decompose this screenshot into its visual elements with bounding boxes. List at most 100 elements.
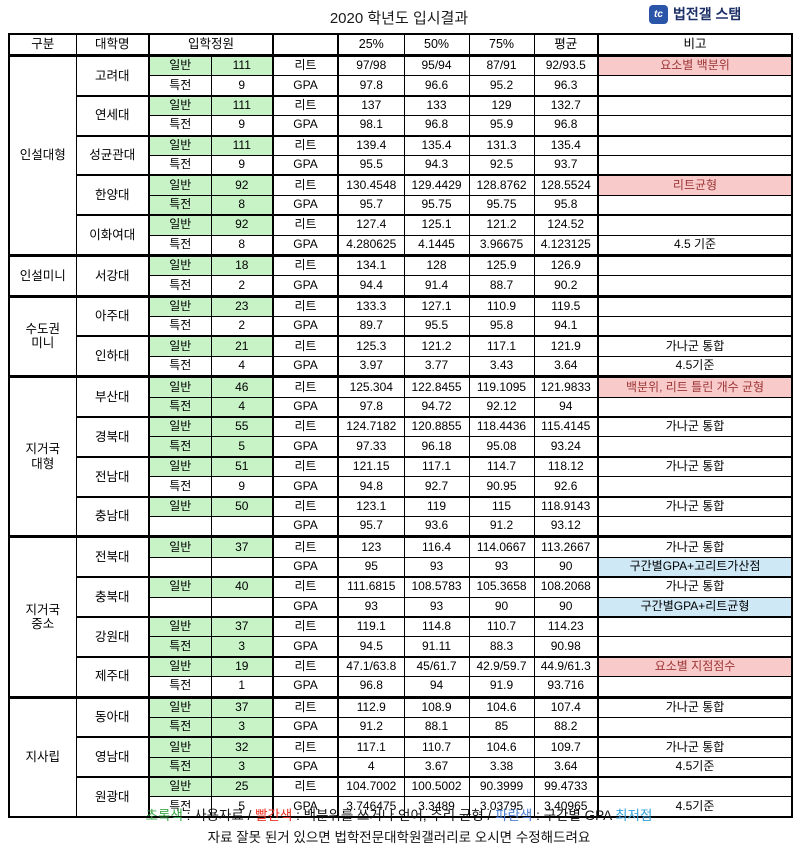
p75-cell: 88.7 [468, 275, 535, 297]
p25-cell: 3.746475 [337, 796, 405, 818]
p75-cell: 85 [468, 716, 535, 738]
remark-cell: 리트균형 [597, 174, 793, 196]
p75-cell: 121.2 [468, 214, 535, 236]
score-type-cell: GPA [272, 556, 340, 578]
quota-count-cell: 8 [210, 234, 275, 256]
remark-cell [597, 194, 793, 216]
p25-cell: 91.2 [337, 716, 405, 738]
average-cell: 90.98 [533, 636, 600, 658]
gallery-stamp-icon: tc [649, 4, 668, 24]
university-name: 원광대 [75, 776, 150, 818]
p50-cell: 3.3489 [403, 796, 470, 818]
score-type-cell: 리트 [272, 53, 340, 77]
p50-cell: 110.7 [403, 736, 470, 758]
p75-cell: 118.4436 [468, 416, 535, 438]
remark-cell [597, 134, 793, 156]
average-cell: 92/93.5 [533, 53, 600, 77]
p50-cell: 122.8455 [403, 375, 470, 398]
average-cell: 96.8 [533, 115, 600, 137]
p75-cell: 90.3999 [468, 776, 535, 798]
p25-cell: 4.280625 [337, 234, 405, 256]
table-row: 원광대 일반 25 리트 104.7002 100.5002 90.3999 99.4733 [9, 776, 793, 818]
remark-cell: 가나군 통합 [597, 335, 793, 357]
p25-cell: 121.15 [337, 455, 405, 478]
score-type-cell: 리트 [272, 416, 340, 438]
average-cell: 132.7 [533, 94, 600, 117]
p50-cell: 127.1 [403, 294, 470, 318]
quota-count-cell: 37 [210, 535, 275, 558]
quota-count-cell: 4 [210, 396, 275, 418]
university-name: 성균관대 [75, 134, 150, 176]
quota-count-cell: 3 [210, 756, 275, 778]
quota-count-cell: 21 [210, 335, 275, 357]
score-type-cell: GPA [272, 115, 340, 137]
university-name: 아주대 [75, 294, 150, 337]
score-type-cell: 리트 [272, 736, 340, 758]
p50-cell: 91.4 [403, 275, 470, 297]
table-row: 인설대형 고려대 일반 111 리트 97/98 95/94 87/91 92/93.5 요소별 … [8, 53, 793, 256]
p25-cell: 104.7002 [337, 776, 405, 798]
remark-cell [597, 275, 793, 297]
p25-cell: 127.4 [337, 214, 405, 236]
average-cell: 93.716 [533, 676, 600, 698]
score-type-cell: GPA [272, 194, 340, 216]
p25-cell: 95 [337, 556, 405, 578]
remark-cell: 4.5 기준 [597, 234, 793, 256]
track-cell: 특전 [148, 476, 212, 498]
score-type-cell: 리트 [272, 214, 340, 236]
university-name: 동아대 [75, 695, 150, 738]
legend-segment: : 사용자료 / [182, 808, 256, 823]
p25-cell: 94.8 [337, 476, 405, 498]
header-average: 평균 [533, 33, 600, 57]
p50-cell: 93.6 [403, 515, 470, 538]
table-row: 특전 3 GPA 4 3.67 3.38 3.64 4.5기준 [9, 756, 793, 778]
p75-cell: 110.7 [468, 615, 535, 638]
average-cell: 93.7 [533, 154, 600, 176]
remark-cell [597, 776, 793, 798]
quota-count-cell: 9 [210, 476, 275, 498]
remark-cell [597, 676, 793, 698]
table-row: 특전 9 GPA 95.5 94.3 92.5 93.7 [9, 154, 793, 176]
track-cell: 특전 [148, 154, 212, 176]
score-type-cell: 리트 [272, 294, 340, 318]
track-cell: 특전 [148, 636, 212, 658]
score-type-cell: 리트 [272, 253, 340, 277]
p25-cell: 125.304 [337, 375, 405, 398]
quota-count-cell: 111 [210, 134, 275, 156]
score-type-cell: 리트 [272, 695, 340, 718]
p50-cell: 93 [403, 596, 470, 618]
p50-cell: 94 [403, 676, 470, 698]
quota-count-cell: 1 [210, 676, 275, 698]
header-p50: 50% [403, 33, 470, 57]
table-row: 특전 3 GPA 91.2 88.1 85 88.2 [9, 716, 793, 738]
track-cell [148, 596, 212, 618]
score-type-cell: GPA [272, 234, 340, 256]
p75-cell: 92.5 [468, 154, 535, 176]
group-label: 지사립 [8, 695, 77, 818]
track-cell: 일반 [148, 455, 212, 478]
p75-cell: 115 [468, 495, 535, 517]
p50-cell: 3.77 [403, 355, 470, 378]
track-cell: 일반 [148, 214, 212, 236]
results-table-body: 인설대형 고려대 일반 111 리트 97/98 95/94 87/91 92/93.5 요소별 … [8, 53, 793, 818]
group-label: 인설대형 [8, 54, 77, 256]
table-row: GPA 95 93 93 90 구간별GPA+고리트가산점 [9, 556, 793, 578]
p25-cell: 117.1 [337, 736, 405, 758]
table-row: 충북대 일반 40 리트 111.6815 108.5783 105.3658 108.206… [9, 576, 793, 618]
average-cell: 92.6 [533, 476, 600, 498]
score-type-cell: 리트 [272, 174, 340, 196]
table-row: 충남대 일반 50 리트 123.1 119 115 118.9143 가나군 통합 [9, 495, 793, 538]
average-cell: 135.4 [533, 134, 600, 156]
track-cell: 특전 [148, 275, 212, 297]
remark-cell: 가나군 통합 [597, 535, 793, 558]
header-quota: 입학정원 [148, 33, 275, 57]
university-name: 경북대 [75, 416, 150, 458]
university-name: 연세대 [75, 94, 150, 137]
p50-cell: 116.4 [403, 535, 470, 558]
average-cell: 118.12 [533, 455, 600, 478]
quota-count-cell: 19 [210, 655, 275, 678]
track-cell: 일반 [148, 655, 212, 678]
score-type-cell: GPA [272, 436, 340, 458]
track-cell: 특전 [148, 75, 212, 97]
